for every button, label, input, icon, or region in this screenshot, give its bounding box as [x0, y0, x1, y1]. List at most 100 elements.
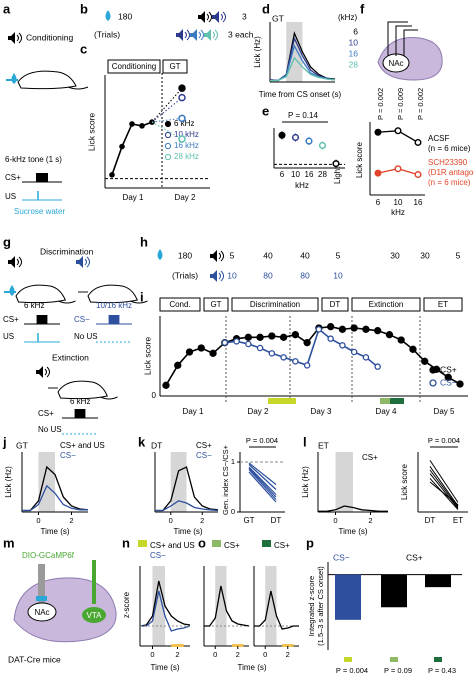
label: (n = 6 mice) — [428, 178, 471, 187]
pulse-block — [108, 315, 120, 324]
paired-line — [248, 462, 277, 485]
legend-marker — [164, 131, 172, 139]
label: Day 2 — [248, 407, 269, 416]
stat-label: P = 0.004 — [336, 666, 368, 675]
speaker-icon — [212, 11, 219, 23]
x-tick-label: 0 — [169, 516, 173, 525]
label: No US — [74, 332, 98, 341]
trial-count: 5 — [230, 250, 235, 260]
label: Extinction — [52, 352, 89, 362]
data-point — [397, 336, 405, 344]
panel-label: f — [360, 1, 365, 16]
label: P = 0.004 — [246, 436, 278, 445]
legend-marker — [429, 379, 437, 387]
mouse-icon — [87, 284, 148, 304]
x-tick-label: 2 — [286, 650, 290, 659]
data-point — [350, 348, 358, 356]
data-point — [174, 361, 182, 369]
period-swatch — [212, 540, 221, 547]
fiber-icon — [38, 564, 45, 604]
bar — [335, 574, 361, 620]
paired-line — [248, 464, 277, 490]
label: 10/16 kHz — [96, 301, 132, 310]
label: CS+ — [224, 541, 240, 550]
panel-label: m — [3, 535, 15, 550]
sound-wave — [212, 29, 218, 41]
data-point — [326, 323, 335, 331]
data-line — [22, 465, 89, 512]
phase-box — [159, 297, 201, 312]
panel-label: j — [2, 434, 7, 449]
analysis-window — [232, 644, 244, 647]
period-swatch — [262, 540, 271, 547]
x-tick-label: ET — [453, 516, 463, 525]
paired-line — [248, 467, 277, 498]
label: 3 each — [228, 29, 254, 39]
legend-label: 28 kHz — [174, 152, 199, 161]
x-tick-label: GT — [243, 516, 254, 525]
data-point — [318, 141, 327, 150]
data-point — [178, 114, 186, 123]
label: (n = 6 mice) — [428, 144, 471, 153]
data-point — [256, 333, 264, 341]
data-line — [270, 56, 336, 82]
sound-wave — [84, 256, 90, 268]
sound-wave — [184, 29, 190, 41]
data-point — [292, 358, 299, 365]
speaker-icon — [198, 11, 205, 23]
panel-label: o — [198, 535, 206, 550]
stat-label: P = 0.009 — [396, 88, 405, 120]
x-tick-label: 16 — [414, 198, 423, 207]
label: Sucrose water — [14, 207, 65, 216]
label: Extinction — [369, 300, 404, 309]
y-tick-label: 0 — [231, 507, 235, 516]
label: 6-kHz tone (1 s) — [5, 155, 62, 164]
panel-label: c — [80, 41, 87, 56]
label: Lick score — [355, 141, 364, 178]
label: ACSF — [428, 134, 449, 143]
label: DAT-Cre mice — [8, 654, 61, 664]
legend-marker — [164, 142, 172, 150]
label: GT — [16, 440, 28, 450]
legend-label: 6 — [353, 26, 358, 36]
label: Gen. index CS−/CS+ — [221, 444, 230, 515]
paired-line — [429, 466, 459, 507]
label: DIO-GCaMP6f — [22, 551, 75, 560]
injection-icon — [92, 560, 96, 604]
data-point — [233, 338, 240, 345]
legend-label: CS− — [440, 377, 457, 387]
label: 6 kHz — [24, 301, 44, 310]
period-bar — [390, 398, 404, 404]
cannula-icon — [387, 21, 418, 56]
y-tick-label: 1 — [231, 457, 235, 466]
pulse-block — [36, 173, 48, 182]
speaker-icon — [36, 366, 43, 378]
connector — [151, 87, 183, 123]
trial-count: 80 — [300, 270, 310, 280]
label: Conditioning — [26, 32, 74, 42]
legend-label: 16 kHz — [174, 141, 199, 150]
panel-label: p — [306, 535, 314, 550]
data-line — [139, 580, 191, 627]
data-point — [305, 137, 313, 145]
data-point — [268, 332, 276, 340]
connector — [151, 97, 183, 123]
label: Time (s) — [173, 527, 202, 536]
x-tick-label: DT — [425, 516, 436, 525]
label: CS+ — [5, 173, 21, 182]
data-point — [109, 172, 115, 178]
data-point — [421, 357, 429, 365]
label: US — [5, 192, 16, 201]
phase-box — [162, 59, 188, 74]
panel-label: n — [122, 535, 130, 550]
legend-marker — [164, 153, 172, 161]
label: CS+ and US — [60, 441, 105, 450]
data-line — [155, 500, 219, 512]
speaker-icon — [210, 250, 217, 262]
legend-label: 28 — [349, 59, 359, 69]
stat-label: P = 0.43 — [428, 666, 456, 675]
speaker-icon — [8, 32, 15, 44]
phase-box — [321, 297, 349, 312]
paired-line — [248, 471, 277, 503]
x-tick-label: DT — [271, 516, 282, 525]
